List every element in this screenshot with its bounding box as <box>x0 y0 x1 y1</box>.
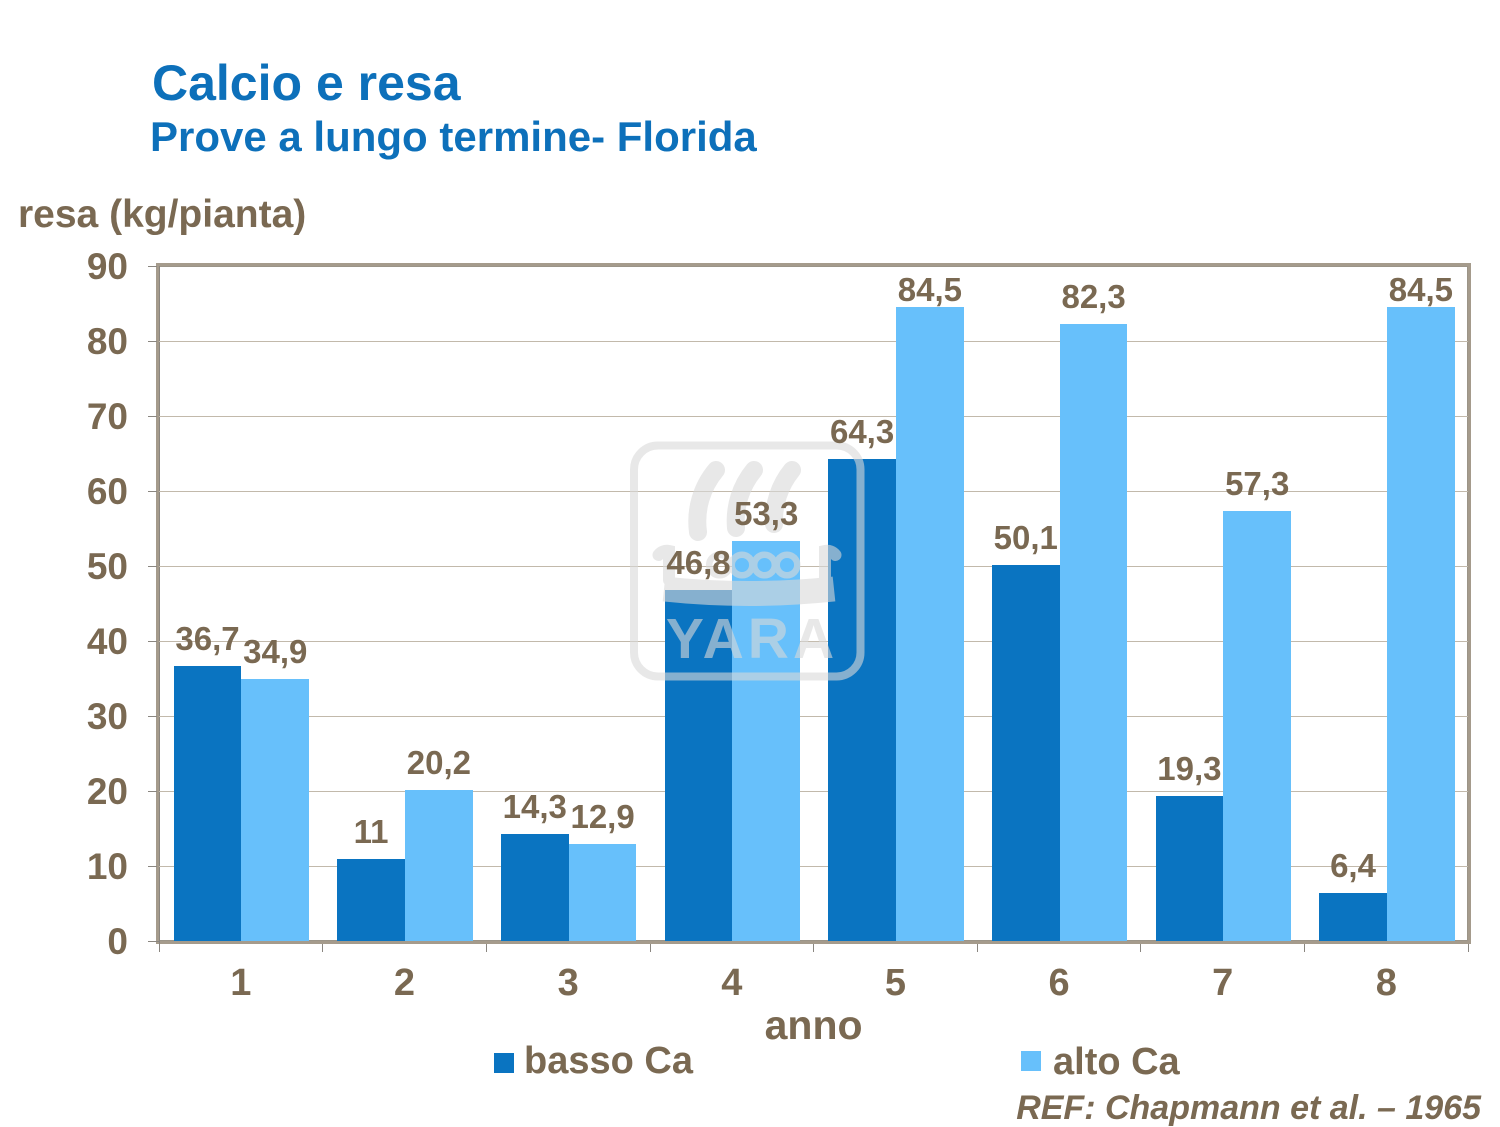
svg-text:YARA: YARA <box>666 607 838 671</box>
